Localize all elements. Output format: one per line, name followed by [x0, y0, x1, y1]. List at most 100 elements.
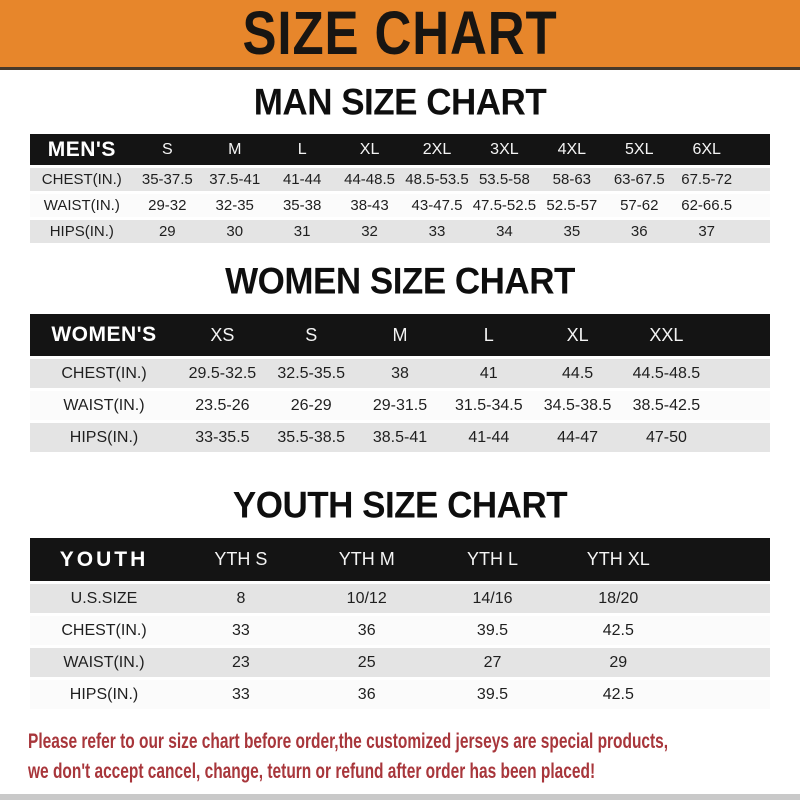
banner-title: SIZE CHART — [242, 0, 558, 68]
size-value-cell: 43-47.5 — [403, 194, 471, 217]
table-row: HIPS(IN.) 29 30 31 32 33 34 35 36 37 — [30, 220, 770, 243]
size-value-cell: 41 — [444, 359, 534, 388]
size-column-header: YTH S — [178, 538, 304, 581]
filler-cell — [681, 648, 770, 677]
size-value-cell: 32.5-35.5 — [266, 359, 356, 388]
size-value-cell: 36 — [303, 616, 430, 645]
section-youth-size-chart: YOUTH SIZE CHART YOUTH YTH S YTH M YTH L YTH… — [0, 455, 800, 712]
size-value-cell: 29.5-32.5 — [178, 359, 267, 388]
row-label-cell: CHEST(IN.) — [30, 168, 134, 191]
size-value-cell: 26-29 — [266, 391, 356, 420]
size-value-cell: 53.5-58 — [470, 168, 539, 191]
youth-size-table: YOUTH YTH S YTH M YTH L YTH XL U.S.SIZE 8 10/12… — [30, 535, 770, 712]
size-column-header: S — [133, 134, 202, 165]
size-value-cell: 31 — [268, 220, 336, 243]
size-value-cell: 35 — [538, 220, 606, 243]
size-value-cell: 29 — [555, 648, 682, 677]
size-value-cell: 44-48.5 — [335, 168, 404, 191]
footer-disclaimer-line-2: we don't accept cancel, change, teturn o… — [28, 759, 596, 784]
table-header-row: YOUTH YTH S YTH M YTH L YTH XL — [30, 538, 770, 581]
filler-cell — [740, 134, 770, 165]
size-value-cell: 18/20 — [555, 584, 682, 613]
table-row: HIPS(IN.) 33-35.5 35.5-38.5 38.5-41 41-44 44-… — [30, 423, 770, 452]
table-title-cell: YOUTH — [30, 538, 178, 581]
table-row: U.S.SIZE 8 10/12 14/16 18/20 — [30, 584, 770, 613]
youth-section-heading-text: YOUTH SIZE CHART — [232, 484, 568, 527]
size-value-cell: 23.5-26 — [178, 391, 267, 420]
women-size-table: WOMEN'S XS S M L XL XXL CHEST(IN.) 29.5-32.5 32.5… — [30, 311, 770, 455]
size-column-header: M — [355, 314, 445, 356]
filler-cell — [681, 616, 770, 645]
size-column-header: M — [201, 134, 269, 165]
section-women-size-chart: WOMEN SIZE CHART WOMEN'S XS S M L XL XXL CHEST(… — [0, 246, 800, 455]
men-section-heading: MAN SIZE CHART — [0, 70, 800, 131]
row-label-cell: CHEST(IN.) — [30, 616, 178, 645]
filler-cell — [710, 391, 770, 420]
table-header-row: MEN'S S M L XL 2XL 3XL 4XL 5XL 6XL — [30, 134, 770, 165]
size-column-header: XS — [178, 314, 267, 356]
table-row: WAIST(IN.) 23.5-26 26-29 29-31.5 31.5-34.5 34… — [30, 391, 770, 420]
row-label-cell: HIPS(IN.) — [30, 220, 134, 243]
size-value-cell: 63-67.5 — [605, 168, 673, 191]
size-value-cell: 14/16 — [429, 584, 556, 613]
size-value-cell: 29 — [133, 220, 202, 243]
table-row: HIPS(IN.) 33 36 39.5 42.5 — [30, 680, 770, 709]
women-section-heading: WOMEN SIZE CHART — [0, 246, 800, 311]
size-value-cell: 47.5-52.5 — [470, 194, 539, 217]
row-label-cell: WAIST(IN.) — [30, 194, 134, 217]
size-column-header: 6XL — [672, 134, 741, 165]
filler-cell — [710, 359, 770, 388]
size-value-cell: 67.5-72 — [672, 168, 741, 191]
size-value-cell: 47-50 — [621, 423, 711, 452]
table-row: WAIST(IN.) 29-32 32-35 35-38 38-43 43-47.5 47.… — [30, 194, 770, 217]
size-value-cell: 62-66.5 — [672, 194, 741, 217]
size-value-cell: 10/12 — [303, 584, 430, 613]
size-value-cell: 48.5-53.5 — [403, 168, 471, 191]
size-value-cell: 30 — [201, 220, 269, 243]
size-value-cell: 34.5-38.5 — [533, 391, 622, 420]
size-column-header: L — [444, 314, 534, 356]
size-value-cell: 58-63 — [538, 168, 606, 191]
filler-cell — [740, 220, 770, 243]
filler-cell — [710, 423, 770, 452]
filler-cell — [681, 538, 770, 581]
size-column-header: 2XL — [403, 134, 471, 165]
size-value-cell: 33-35.5 — [178, 423, 267, 452]
row-label-cell: WAIST(IN.) — [30, 648, 178, 677]
size-value-cell: 41-44 — [444, 423, 534, 452]
size-value-cell: 44.5 — [533, 359, 622, 388]
filler-cell — [740, 194, 770, 217]
size-value-cell: 32 — [335, 220, 404, 243]
size-value-cell: 25 — [303, 648, 430, 677]
size-value-cell: 31.5-34.5 — [444, 391, 534, 420]
size-column-header: L — [268, 134, 336, 165]
row-label-cell: CHEST(IN.) — [30, 359, 178, 388]
size-column-header: 4XL — [538, 134, 606, 165]
size-value-cell: 44.5-48.5 — [621, 359, 711, 388]
size-value-cell: 42.5 — [555, 616, 682, 645]
table-title-cell: WOMEN'S — [30, 314, 178, 356]
size-value-cell: 39.5 — [429, 616, 556, 645]
men-size-table: MEN'S S M L XL 2XL 3XL 4XL 5XL 6XL CHEST(IN.) 35-37… — [30, 131, 770, 246]
size-value-cell: 8 — [178, 584, 304, 613]
footer-disclaimer: Please refer to our size chart before or… — [0, 726, 800, 786]
row-label-cell: U.S.SIZE — [30, 584, 178, 613]
size-column-header: YTH L — [429, 538, 556, 581]
size-column-header: XXL — [621, 314, 711, 356]
filler-cell — [681, 680, 770, 709]
size-value-cell: 29-32 — [133, 194, 202, 217]
size-value-cell: 41-44 — [268, 168, 336, 191]
filler-cell — [681, 584, 770, 613]
size-value-cell: 33 — [403, 220, 471, 243]
men-section-heading-text: MAN SIZE CHART — [253, 81, 547, 124]
size-column-header: 3XL — [470, 134, 539, 165]
size-value-cell: 42.5 — [555, 680, 682, 709]
table-title-cell: MEN'S — [30, 134, 134, 165]
size-value-cell: 35-37.5 — [133, 168, 202, 191]
size-value-cell: 57-62 — [605, 194, 673, 217]
size-value-cell: 33 — [178, 680, 304, 709]
size-column-header: 5XL — [605, 134, 673, 165]
size-value-cell: 44-47 — [533, 423, 622, 452]
footer-disclaimer-line-1: Please refer to our size chart before or… — [28, 729, 669, 753]
size-value-cell: 36 — [303, 680, 430, 709]
